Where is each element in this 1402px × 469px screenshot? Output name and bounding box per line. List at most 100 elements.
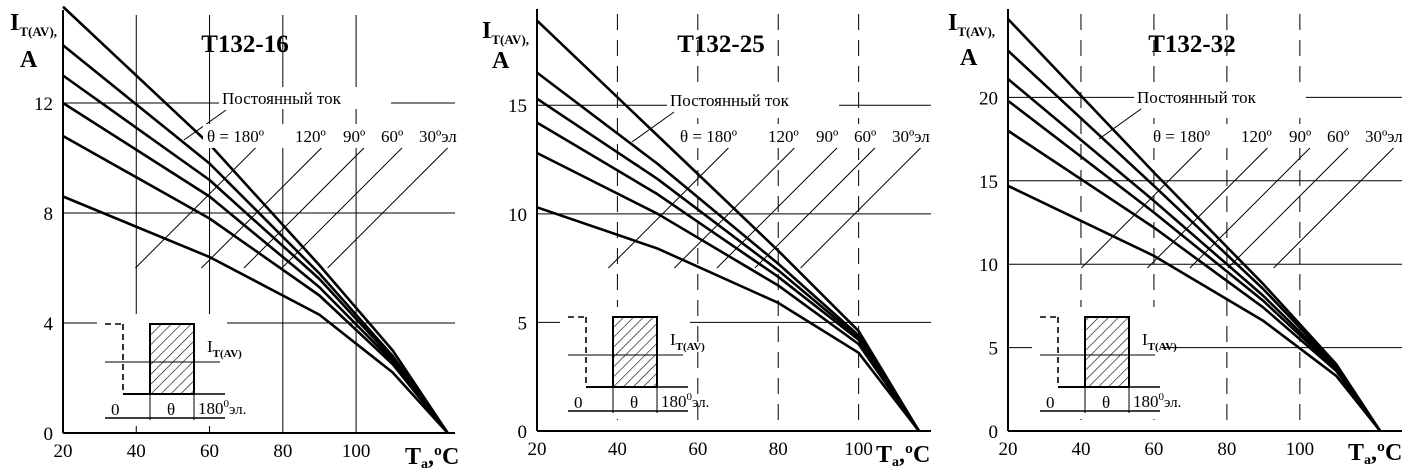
dc-label-bg <box>219 87 391 109</box>
inset-zero-label: 0 <box>111 400 120 419</box>
y-tick-label: 4 <box>44 314 54 335</box>
dc-label-bg <box>667 89 839 111</box>
angle-label-3: 60º <box>854 127 876 146</box>
angle-leader-line-1 <box>1147 147 1268 269</box>
angle-leader-line-2 <box>243 147 365 269</box>
x-tick-label: 20 <box>528 439 547 460</box>
inset-pulse <box>149 323 195 395</box>
x-axis-label: Ta,ºC <box>405 444 459 469</box>
x-tick-label: 80 <box>769 439 788 460</box>
x-tick-label: 60 <box>1144 439 1163 460</box>
y-tick-label: 0 <box>989 422 999 443</box>
chart-panel-right: 20 40 60 80 100 0 5 10 15 20 T132-32 IT(AV), A Ta,ºC П… <box>948 9 1402 468</box>
angle-label-1: 120º <box>295 127 326 146</box>
inset-theta-label: θ <box>1102 393 1110 412</box>
angle-label-3: 60º <box>381 127 403 146</box>
series-line-4 <box>1007 129 1382 432</box>
x-axis-label: Ta,ºC <box>1348 440 1402 468</box>
dc-current-label: Постоянный ток <box>1137 88 1257 107</box>
angle-label-2: 90º <box>816 127 838 146</box>
x-tick-label: 80 <box>1217 439 1236 460</box>
dc-current-label: Постоянный ток <box>670 91 790 110</box>
x-tick-label: 40 <box>608 439 627 460</box>
angle-leader-line-4 <box>800 147 921 269</box>
chart-panel-left: 20 40 60 80 100 0 4 8 12 T132-16 IT(AV), A Ta,ºC Пост… <box>10 5 459 469</box>
angle-label-0: θ = 180º <box>680 127 737 146</box>
angle-labels-bg <box>1149 124 1401 148</box>
angle-leader-line-3 <box>1227 147 1349 269</box>
inset-pulse <box>612 316 658 388</box>
angle-leader-line-1 <box>201 147 322 269</box>
series-line-0 <box>62 5 449 434</box>
y-tick-label: 0 <box>44 424 54 445</box>
inset-end-label: 1800эл. <box>198 398 246 418</box>
y-tick-label: 5 <box>989 339 999 360</box>
inset-end-label: 1800эл. <box>1133 391 1181 411</box>
x-tick-label: 20 <box>54 441 73 462</box>
y-tick-label: 15 <box>979 172 998 193</box>
angle-labels-bg <box>676 124 928 148</box>
y-tick-label: 5 <box>518 313 528 334</box>
inset-end-label: 1800эл. <box>661 391 709 411</box>
x-tick-label: 60 <box>200 441 219 462</box>
y-axis-unit: A <box>492 48 510 74</box>
inset-theta-label: θ <box>167 400 175 419</box>
angle-label-4: 30ºэл <box>892 127 930 146</box>
x-tick-label: 20 <box>999 439 1018 460</box>
y-tick-label: 15 <box>508 96 527 117</box>
series-line-5 <box>1007 184 1382 432</box>
angle-leader-line-3 <box>281 147 403 269</box>
inset-current-label: IT(AV) <box>670 330 705 353</box>
series-line-3 <box>536 121 921 432</box>
dc-label-bg <box>1134 86 1306 108</box>
angle-label-0: θ = 180º <box>207 127 264 146</box>
series-line-4 <box>536 151 921 432</box>
angle-label-2: 90º <box>1289 127 1311 146</box>
y-tick-label: 20 <box>979 88 998 109</box>
y-axis-unit: A <box>960 45 978 71</box>
angle-leader-line-0 <box>608 147 729 269</box>
chart-title: T132-32 <box>1148 31 1236 58</box>
angle-label-1: 120º <box>768 127 799 146</box>
angle-labels-bg <box>203 124 455 148</box>
dc-leader-line <box>1098 108 1142 140</box>
angle-label-4: 30ºэл <box>1365 127 1402 146</box>
x-tick-label: 40 <box>1071 439 1090 460</box>
chart-title: T132-16 <box>201 31 289 58</box>
y-axis-label: IT(AV), <box>948 10 995 39</box>
series-line-4 <box>62 134 449 434</box>
angle-leader-line-1 <box>674 147 795 269</box>
angle-label-2: 90º <box>343 127 365 146</box>
y-axis-unit: A <box>20 47 38 73</box>
y-tick-label: 12 <box>34 94 53 115</box>
angle-label-1: 120º <box>1241 127 1272 146</box>
angle-leader-line-2 <box>716 147 838 269</box>
angle-leader-line-3 <box>754 147 876 269</box>
x-tick-label: 100 <box>844 439 873 460</box>
y-tick-label: 10 <box>508 205 527 226</box>
inset-zero-label: 0 <box>574 393 583 412</box>
inset-theta-label: θ <box>630 393 638 412</box>
dc-current-label: Постоянный ток <box>222 89 342 108</box>
chart-title: T132-25 <box>677 31 765 58</box>
series-line-0 <box>536 19 921 432</box>
dc-leader-line <box>631 111 675 143</box>
inset-current-label: IT(AV) <box>1142 330 1177 353</box>
angle-leader-line-2 <box>1189 147 1311 269</box>
chart-panel-middle: 20 40 60 80 100 0 5 10 15 T132-25 IT(AV),A Ta,ºC Пос… <box>482 9 931 469</box>
x-axis-label: Ta,ºC <box>876 442 930 469</box>
y-axis-label: IT(AV), <box>10 10 57 39</box>
x-tick-label: 100 <box>342 441 371 462</box>
pulse-inset: 0 θ IT(AV) 1800эл. <box>560 307 709 419</box>
angle-label-3: 60º <box>1327 127 1349 146</box>
inset-pulse <box>1084 316 1130 388</box>
angle-leader-line-0 <box>1081 147 1202 269</box>
x-tick-label: 100 <box>1286 439 1315 460</box>
angle-label-4: 30ºэл <box>419 127 457 146</box>
y-tick-label: 10 <box>979 255 998 276</box>
x-tick-label: 80 <box>273 441 292 462</box>
angle-label-0: θ = 180º <box>1153 127 1210 146</box>
x-tick-label: 60 <box>688 439 707 460</box>
inset-current-label: IT(AV) <box>207 337 242 360</box>
